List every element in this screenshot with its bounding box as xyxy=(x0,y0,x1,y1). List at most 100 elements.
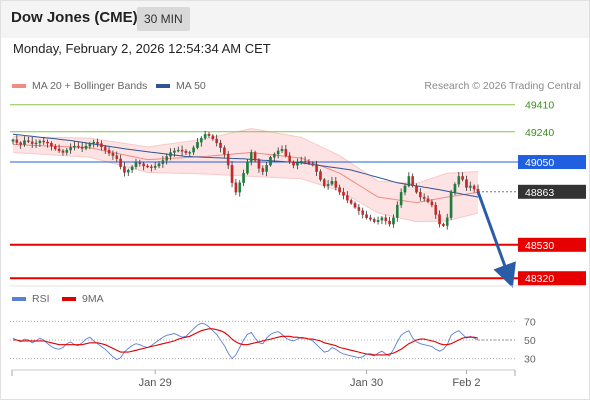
candle-body xyxy=(472,185,476,190)
candle-body xyxy=(119,158,122,167)
candle xyxy=(219,139,222,153)
candle xyxy=(42,137,46,145)
time-tick-label: Feb 2 xyxy=(452,377,480,389)
candle xyxy=(53,144,57,151)
candle xyxy=(257,158,261,173)
candle-body xyxy=(230,165,234,183)
legend-rsi-ma-label: 9MA xyxy=(82,293,104,305)
candle-body xyxy=(303,161,307,163)
candle xyxy=(234,178,238,196)
candle-body xyxy=(399,192,403,206)
candle xyxy=(27,136,30,144)
candle-body xyxy=(211,135,215,140)
legend-ma50: MA 50 xyxy=(156,80,206,92)
candle-body xyxy=(384,217,388,222)
timeframe-badge[interactable]: 30 MIN xyxy=(137,7,190,31)
legend-rsi-ma: 9MA xyxy=(62,293,104,305)
candle xyxy=(296,158,299,170)
candle-body xyxy=(88,143,92,147)
instrument-title: Dow Jones (CME) xyxy=(11,9,138,26)
candle xyxy=(315,160,318,177)
candle xyxy=(276,147,280,159)
candle xyxy=(357,204,361,215)
candle xyxy=(307,159,311,166)
forecast-arrow xyxy=(476,191,516,288)
candle xyxy=(346,191,349,204)
candle xyxy=(369,214,372,222)
rsi-ma-line xyxy=(13,328,479,356)
candle-body xyxy=(342,192,345,196)
candle xyxy=(150,164,153,172)
candle xyxy=(230,161,234,188)
candle-body xyxy=(380,217,384,221)
candle-body xyxy=(200,138,203,143)
candle-body xyxy=(357,207,361,211)
candle xyxy=(399,188,403,208)
candle xyxy=(134,158,138,170)
candle-body xyxy=(273,153,276,158)
level-label-48530: 48530 xyxy=(525,240,554,252)
candle-body xyxy=(15,139,19,143)
candle-body xyxy=(307,161,311,164)
bollinger-lower-line xyxy=(12,151,479,223)
candle xyxy=(226,151,230,169)
legend-bollinger-label: MA 20 + Bollinger Bands xyxy=(32,80,148,92)
candle xyxy=(203,130,207,140)
candle xyxy=(426,195,430,204)
candle-body xyxy=(419,192,422,198)
candles-layer xyxy=(11,130,480,230)
time-tick-label: Jan 29 xyxy=(139,377,172,389)
candle xyxy=(330,176,334,186)
candle-body xyxy=(445,217,449,226)
level-label-49410: 49410 xyxy=(525,100,554,112)
candle xyxy=(138,159,142,167)
candle-body xyxy=(269,157,272,166)
candle xyxy=(269,155,272,167)
rsi-tick-label: 70 xyxy=(524,316,536,328)
candle-body xyxy=(161,160,165,164)
candle-body xyxy=(226,153,230,166)
candle xyxy=(176,146,180,153)
candle xyxy=(84,142,88,151)
candle-body xyxy=(296,162,299,166)
candle-body xyxy=(207,134,211,136)
level-label-49240: 49240 xyxy=(525,127,554,139)
candle xyxy=(69,143,72,154)
candle-body xyxy=(299,161,303,163)
candle-body xyxy=(284,149,288,156)
candle xyxy=(392,214,395,228)
candle xyxy=(472,184,476,193)
candle-body xyxy=(184,151,188,153)
candle xyxy=(11,138,15,145)
candle xyxy=(107,146,111,156)
candle xyxy=(415,183,418,194)
candle xyxy=(100,140,103,151)
candle xyxy=(34,139,38,148)
legend-rsi-label: RSI xyxy=(32,293,50,305)
candle-body xyxy=(27,140,30,142)
candle-body xyxy=(38,140,42,144)
candle xyxy=(376,216,380,225)
candle xyxy=(192,145,195,155)
level-label-48320: 48320 xyxy=(525,273,554,285)
candle-body xyxy=(77,145,80,148)
candle-body xyxy=(461,176,464,180)
candle xyxy=(238,180,242,197)
levels-layer xyxy=(10,104,585,280)
candle-body xyxy=(42,140,46,143)
candle xyxy=(103,145,107,154)
legend-rsi: RSI xyxy=(12,293,50,305)
candle xyxy=(161,155,165,168)
candle-body xyxy=(292,161,295,166)
candle xyxy=(403,183,407,196)
candle-body xyxy=(338,187,341,193)
candle-body xyxy=(453,184,457,193)
candle-body xyxy=(173,150,176,153)
candle xyxy=(449,189,453,221)
candle xyxy=(303,156,307,165)
candle-body xyxy=(288,155,291,163)
candle xyxy=(92,139,96,148)
level-label-48863: 48863 xyxy=(525,187,554,199)
candle-body xyxy=(169,152,172,157)
